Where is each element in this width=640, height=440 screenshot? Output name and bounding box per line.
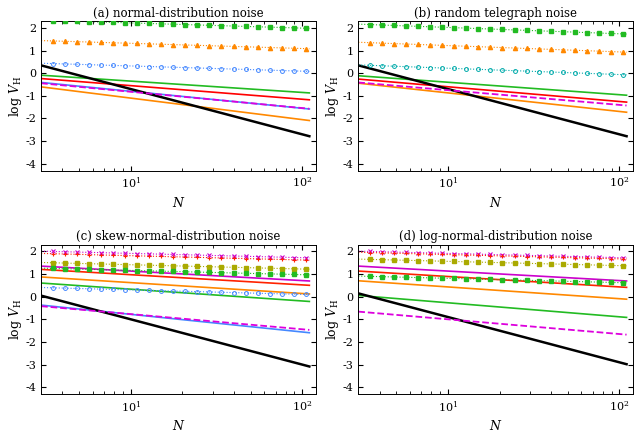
Y-axis label: $\log\,V_\mathrm{H}$: $\log\,V_\mathrm{H}$ [7, 298, 24, 340]
X-axis label: $N$: $N$ [489, 196, 502, 209]
X-axis label: $N$: $N$ [172, 196, 185, 209]
Title: (a) normal-distribution noise: (a) normal-distribution noise [93, 7, 264, 20]
X-axis label: $N$: $N$ [489, 419, 502, 433]
Y-axis label: $\log\,V_\mathrm{H}$: $\log\,V_\mathrm{H}$ [324, 75, 341, 117]
Title: (c) skew-normal-distribution noise: (c) skew-normal-distribution noise [76, 231, 280, 243]
Title: (b) random telegraph noise: (b) random telegraph noise [414, 7, 577, 20]
Y-axis label: $\log\,V_\mathrm{H}$: $\log\,V_\mathrm{H}$ [324, 298, 341, 340]
Y-axis label: $\log\,V_\mathrm{H}$: $\log\,V_\mathrm{H}$ [7, 75, 24, 117]
X-axis label: $N$: $N$ [172, 419, 185, 433]
Title: (d) log-normal-distribution noise: (d) log-normal-distribution noise [399, 231, 593, 243]
